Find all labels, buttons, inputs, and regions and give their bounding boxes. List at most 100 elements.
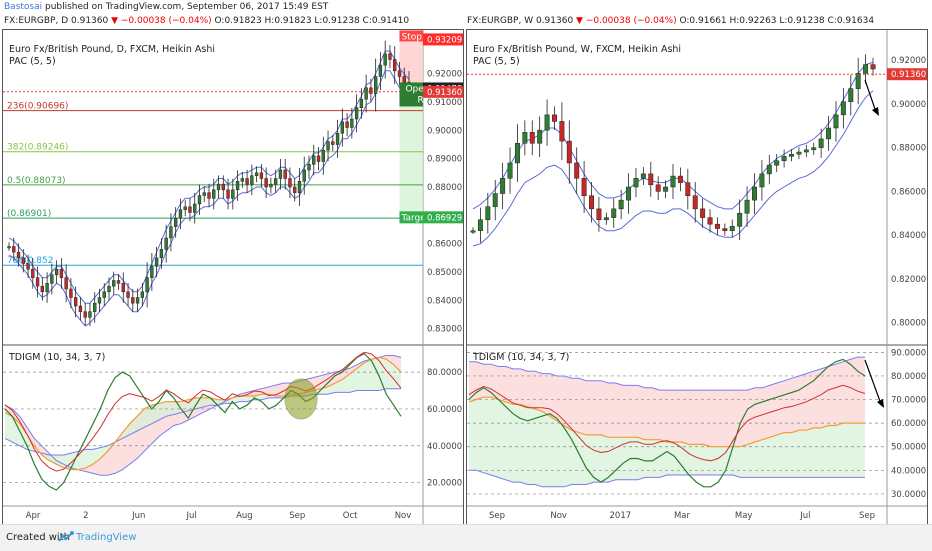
left-chart-svg[interactable]: 236(0.90696) 382(0.89246) 0.5(0.88073) (0.8… — [3, 30, 463, 524]
right-osc-y-tick: 70.0000 — [891, 396, 926, 406]
right-osc-arrow — [864, 359, 882, 405]
left-candle — [402, 76, 406, 83]
left-candle — [259, 172, 264, 179]
right-candle — [477, 219, 483, 231]
right-price-tag-bg — [887, 68, 927, 81]
right-ohlc: O:0.91661 H:0.92263 L:0.91238 C:0.91634 — [679, 16, 875, 26]
left-chart-panel[interactable]: 236(0.90696) 382(0.89246) 0.5(0.88073) (0.8… — [2, 29, 464, 525]
left-candle — [307, 164, 311, 171]
right-candle — [574, 162, 580, 179]
right-price-arrow-head — [872, 107, 879, 116]
publish-info: published on TradingView.com, September … — [42, 2, 329, 12]
left-candle — [26, 263, 30, 270]
left-candle — [373, 76, 378, 94]
left-price-tag: 0.86929 — [427, 213, 462, 223]
left-candle — [145, 277, 149, 293]
left-candle — [302, 169, 306, 182]
right-candle — [611, 208, 617, 218]
left-osc-rsi-line — [4, 352, 402, 491]
right-candle — [507, 162, 513, 179]
left-y-tick: 0.91000 — [427, 98, 462, 108]
right-osc-y-tick: 60.0000 — [891, 419, 926, 429]
right-symbol-info: FX:EURGBP, W 0.91360 ▼ −0.00038 (−0.04%)… — [467, 16, 874, 26]
right-candle — [589, 195, 594, 210]
left-candle — [97, 297, 102, 304]
right-y-tick: 0.88000 — [891, 144, 926, 154]
left-candle — [369, 87, 373, 94]
left-candle — [283, 169, 287, 179]
right-candle — [840, 101, 846, 116]
left-ohlc: O:0.91823 H:0.91823 L:0.91238 C:0.91410 — [214, 16, 410, 26]
left-candle — [69, 288, 73, 298]
right-candle — [729, 226, 735, 231]
right-candle — [744, 199, 750, 214]
right-y-tick: 0.82000 — [891, 275, 926, 285]
right-chart-panel[interactable]: Euro Fx/British Pound, W, FXCM, Heikin A… — [466, 29, 928, 525]
right-candle — [863, 64, 869, 74]
right-candle — [752, 186, 757, 201]
left-x-tick: 2 — [83, 511, 88, 521]
right-candle — [648, 173, 654, 186]
left-candle — [73, 297, 78, 307]
left-candle — [140, 291, 145, 298]
chart-header: Bastosai published on TradingView.com, S… — [0, 0, 932, 28]
right-candle — [640, 173, 646, 179]
left-candle — [202, 192, 206, 196]
left-candle — [331, 141, 335, 145]
footer-brand[interactable]: TradingView — [76, 532, 137, 543]
right-y-tick: 0.84000 — [891, 231, 926, 241]
right-candle — [714, 223, 720, 229]
right-x-tick: May — [735, 511, 753, 521]
left-pnl-label-bg — [399, 82, 423, 107]
left-candle — [7, 246, 11, 249]
right-candle — [766, 164, 772, 175]
right-osc-signal-line — [468, 384, 866, 462]
left-osc-y-tick: 80.0000 — [427, 368, 462, 378]
right-osc-y-tick: 90.0000 — [891, 348, 926, 358]
left-candle — [31, 268, 35, 278]
left-x-tick: Jun — [131, 511, 145, 521]
left-candle — [131, 297, 135, 304]
left-candle — [164, 237, 168, 250]
left-stop-label-bg — [399, 30, 423, 42]
left-candle — [173, 217, 178, 227]
left-candle — [64, 277, 68, 290]
left-osc-lower-band — [4, 388, 401, 456]
left-y-tick: 0.85000 — [427, 268, 462, 278]
left-change: ▼ −0.00038 (−0.04%) — [111, 16, 215, 26]
right-candle — [803, 149, 809, 153]
left-candle — [21, 257, 25, 264]
right-chart-svg[interactable]: Euro Fx/British Pound, W, FXCM, Heikin A… — [467, 30, 927, 524]
right-candle — [485, 206, 491, 221]
left-x-tick: Sep — [289, 511, 305, 521]
right-candle — [759, 173, 765, 188]
left-target-zone — [399, 88, 423, 218]
left-candle — [178, 209, 183, 219]
left-candle — [393, 59, 397, 72]
right-candle — [633, 178, 639, 188]
right-candle — [514, 143, 520, 164]
right-candle — [781, 156, 787, 162]
left-candle — [350, 118, 354, 128]
right-candle — [470, 230, 476, 233]
left-candle — [54, 268, 59, 276]
left-candle — [12, 246, 16, 253]
right-candle — [707, 217, 713, 225]
right-y-tick: 0.86000 — [891, 187, 926, 197]
left-x-tick: Nov — [395, 511, 412, 521]
author-link[interactable]: Bastosai — [4, 2, 43, 12]
left-candle — [312, 155, 316, 165]
left-candle — [121, 283, 125, 293]
left-highlight-ellipse — [284, 378, 318, 420]
right-x-tick: Jul — [799, 511, 810, 521]
left-candle — [264, 178, 268, 188]
left-candle — [45, 283, 49, 293]
left-osc-midline — [4, 356, 402, 471]
left-y-tick: 0.83000 — [427, 325, 462, 335]
left-price: 0.91360 — [71, 16, 112, 26]
left-fib-label-0: 236(0.90696) — [7, 102, 68, 112]
left-candle — [321, 149, 325, 162]
left-candle — [116, 280, 121, 284]
right-osc-rsi-line — [468, 358, 866, 488]
right-x-tick: Sep — [489, 511, 505, 521]
